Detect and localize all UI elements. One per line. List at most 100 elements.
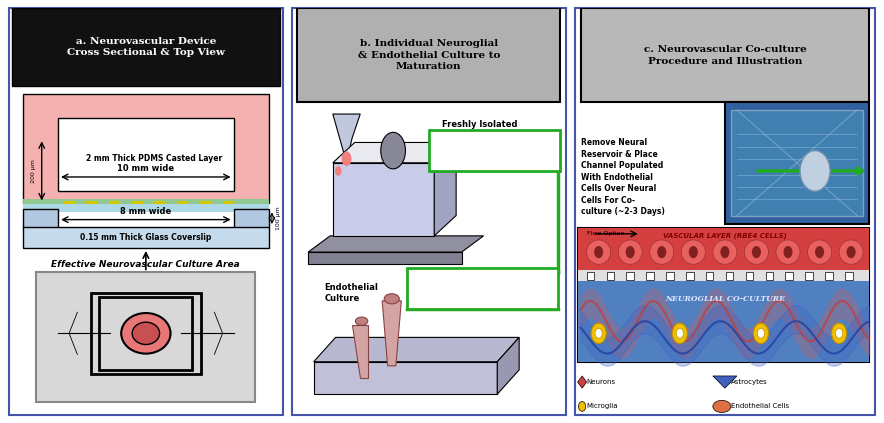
FancyBboxPatch shape: [223, 201, 233, 205]
FancyBboxPatch shape: [155, 201, 165, 205]
Text: Freshly Isolated
Rat Neural Cells: Freshly Isolated Rat Neural Cells: [443, 120, 519, 140]
Circle shape: [626, 246, 635, 258]
Text: Effective Neurovascular Culture Area: Effective Neurovascular Culture Area: [51, 260, 240, 269]
FancyBboxPatch shape: [200, 201, 211, 205]
FancyBboxPatch shape: [577, 228, 869, 272]
Ellipse shape: [650, 240, 674, 264]
FancyBboxPatch shape: [731, 110, 863, 216]
FancyBboxPatch shape: [587, 272, 594, 280]
FancyBboxPatch shape: [177, 201, 188, 205]
Text: Culture for
2-3 Days: Culture for 2-3 Days: [458, 279, 509, 299]
Text: Microglia: Microglia: [587, 404, 618, 409]
FancyBboxPatch shape: [109, 201, 120, 205]
Text: Astrocytes: Astrocytes: [731, 379, 767, 385]
FancyBboxPatch shape: [686, 272, 694, 280]
Polygon shape: [352, 325, 369, 378]
Circle shape: [720, 246, 729, 258]
FancyBboxPatch shape: [646, 272, 654, 280]
Text: 8 mm wide: 8 mm wide: [120, 207, 171, 217]
Text: Endothelial Cells: Endothelial Cells: [731, 404, 789, 409]
Circle shape: [381, 132, 406, 169]
Circle shape: [335, 166, 341, 176]
Polygon shape: [333, 114, 361, 163]
Ellipse shape: [776, 240, 800, 264]
Circle shape: [783, 246, 793, 258]
Polygon shape: [382, 301, 401, 366]
FancyBboxPatch shape: [36, 272, 255, 402]
Circle shape: [847, 246, 856, 258]
FancyBboxPatch shape: [786, 272, 793, 280]
FancyBboxPatch shape: [606, 272, 614, 280]
Ellipse shape: [385, 294, 400, 304]
FancyBboxPatch shape: [826, 272, 833, 280]
Circle shape: [673, 323, 688, 343]
Text: Endothelial
Culture: Endothelial Culture: [324, 283, 378, 303]
FancyBboxPatch shape: [575, 8, 875, 415]
FancyBboxPatch shape: [725, 102, 869, 224]
Circle shape: [800, 151, 830, 191]
Ellipse shape: [744, 240, 768, 264]
Polygon shape: [309, 236, 484, 252]
Text: 10 mm wide: 10 mm wide: [118, 164, 174, 173]
Circle shape: [578, 401, 586, 411]
FancyBboxPatch shape: [87, 201, 97, 205]
Text: NEUROGLIAL CO-CULTURE: NEUROGLIAL CO-CULTURE: [665, 295, 785, 303]
Circle shape: [753, 323, 768, 343]
Ellipse shape: [133, 322, 160, 344]
Ellipse shape: [839, 240, 863, 264]
Circle shape: [758, 328, 765, 338]
FancyBboxPatch shape: [805, 272, 813, 280]
Ellipse shape: [808, 240, 832, 264]
Circle shape: [752, 246, 761, 258]
FancyBboxPatch shape: [297, 8, 560, 102]
Polygon shape: [309, 252, 461, 264]
Text: VASCULAR LAYER (RBE4 CELLS): VASCULAR LAYER (RBE4 CELLS): [663, 233, 787, 239]
Text: Flow Option: Flow Option: [587, 231, 624, 236]
Circle shape: [595, 328, 602, 338]
FancyBboxPatch shape: [746, 272, 753, 280]
Text: a. Neurovascular Device
Cross Sectional & Top View: a. Neurovascular Device Cross Sectional …: [67, 37, 225, 58]
Circle shape: [341, 151, 352, 166]
FancyBboxPatch shape: [407, 268, 558, 309]
Text: 0.15 mm Thick Glass Coverslip: 0.15 mm Thick Glass Coverslip: [80, 233, 211, 242]
FancyBboxPatch shape: [23, 204, 270, 212]
FancyBboxPatch shape: [429, 130, 560, 171]
FancyBboxPatch shape: [23, 209, 58, 228]
FancyBboxPatch shape: [233, 209, 270, 228]
Ellipse shape: [587, 240, 611, 264]
FancyBboxPatch shape: [23, 227, 270, 248]
FancyBboxPatch shape: [726, 272, 734, 280]
FancyBboxPatch shape: [9, 8, 283, 415]
FancyBboxPatch shape: [766, 272, 774, 280]
Ellipse shape: [713, 400, 731, 412]
FancyBboxPatch shape: [23, 94, 270, 203]
Polygon shape: [434, 143, 456, 236]
Ellipse shape: [355, 317, 368, 325]
Circle shape: [658, 246, 667, 258]
FancyBboxPatch shape: [23, 199, 270, 206]
FancyBboxPatch shape: [667, 272, 674, 280]
Ellipse shape: [121, 313, 171, 354]
Polygon shape: [713, 376, 737, 388]
Text: 200 μm: 200 μm: [31, 159, 36, 183]
Text: Neurons: Neurons: [587, 379, 616, 385]
FancyBboxPatch shape: [627, 272, 634, 280]
Polygon shape: [577, 376, 587, 388]
Text: Culture for
7-10 Days: Culture for 7-10 Days: [469, 140, 521, 161]
Polygon shape: [497, 338, 519, 394]
Text: c. Neurovascular Co-culture
Procedure and Illustration: c. Neurovascular Co-culture Procedure an…: [644, 45, 806, 66]
FancyBboxPatch shape: [845, 272, 852, 280]
Polygon shape: [314, 362, 497, 394]
FancyBboxPatch shape: [581, 8, 869, 102]
Ellipse shape: [682, 240, 705, 264]
FancyBboxPatch shape: [706, 272, 713, 280]
FancyBboxPatch shape: [577, 280, 869, 362]
Ellipse shape: [618, 240, 642, 264]
Polygon shape: [333, 163, 434, 236]
Polygon shape: [333, 143, 456, 163]
Circle shape: [815, 246, 824, 258]
FancyBboxPatch shape: [58, 118, 233, 191]
FancyBboxPatch shape: [132, 201, 142, 205]
Text: b. Individual Neuroglial
& Endothelial Culture to
Maturation: b. Individual Neuroglial & Endothelial C…: [357, 39, 500, 71]
Text: Remove Neural
Reservoir & Place
Channel Populated
With Endothelial
Cells Over Ne: Remove Neural Reservoir & Place Channel …: [581, 138, 665, 216]
